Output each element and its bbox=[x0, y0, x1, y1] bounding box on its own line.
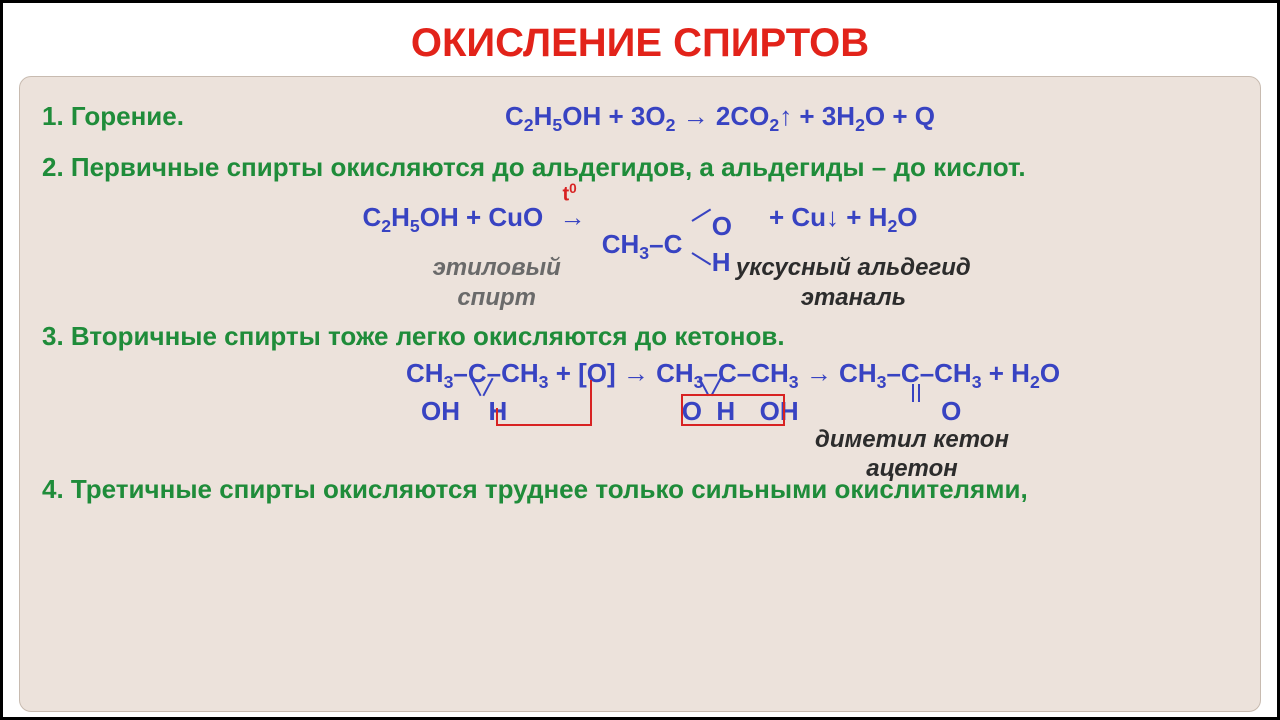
combustion-equation: C2H5OH + 3O2 → 2CO2↑ + 3H2O + Q bbox=[202, 98, 1238, 138]
content-panel: 1. Горение. C2H5OH + 3O2 → 2CO2↑ + 3H2O … bbox=[19, 76, 1261, 712]
labels-rxn3: диметил кетон ацетон bbox=[812, 426, 1012, 484]
eq1-c: C bbox=[505, 101, 524, 131]
section-3-header: 3. Вторичные спирты тоже легко окисляютс… bbox=[42, 321, 1238, 352]
section-2-header: 2. Первичные спирты окисляются до альдег… bbox=[42, 152, 1238, 183]
section-1: 1. Горение. C2H5OH + 3O2 → 2CO2↑ + 3H2O … bbox=[42, 91, 1238, 142]
oxidation-primary-equation: C2H5OH + CuO t0 → CH3–C O H + Cu↓ + H2O bbox=[42, 189, 1238, 249]
page-title: ОКИСЛЕНИЕ СПИРТОВ bbox=[3, 21, 1277, 66]
aldehyde-o: O bbox=[712, 208, 732, 244]
oxidation-secondary-diagram: CH3–C–CH3 + [O] → CH3–C–CH3 → CH3–C–CH3 … bbox=[42, 358, 1238, 458]
aldehyde-h: H bbox=[712, 244, 731, 280]
section-4-header: 4. Третичные спирты окисляются труднее т… bbox=[42, 474, 1238, 505]
red-highlight-box bbox=[681, 394, 785, 426]
